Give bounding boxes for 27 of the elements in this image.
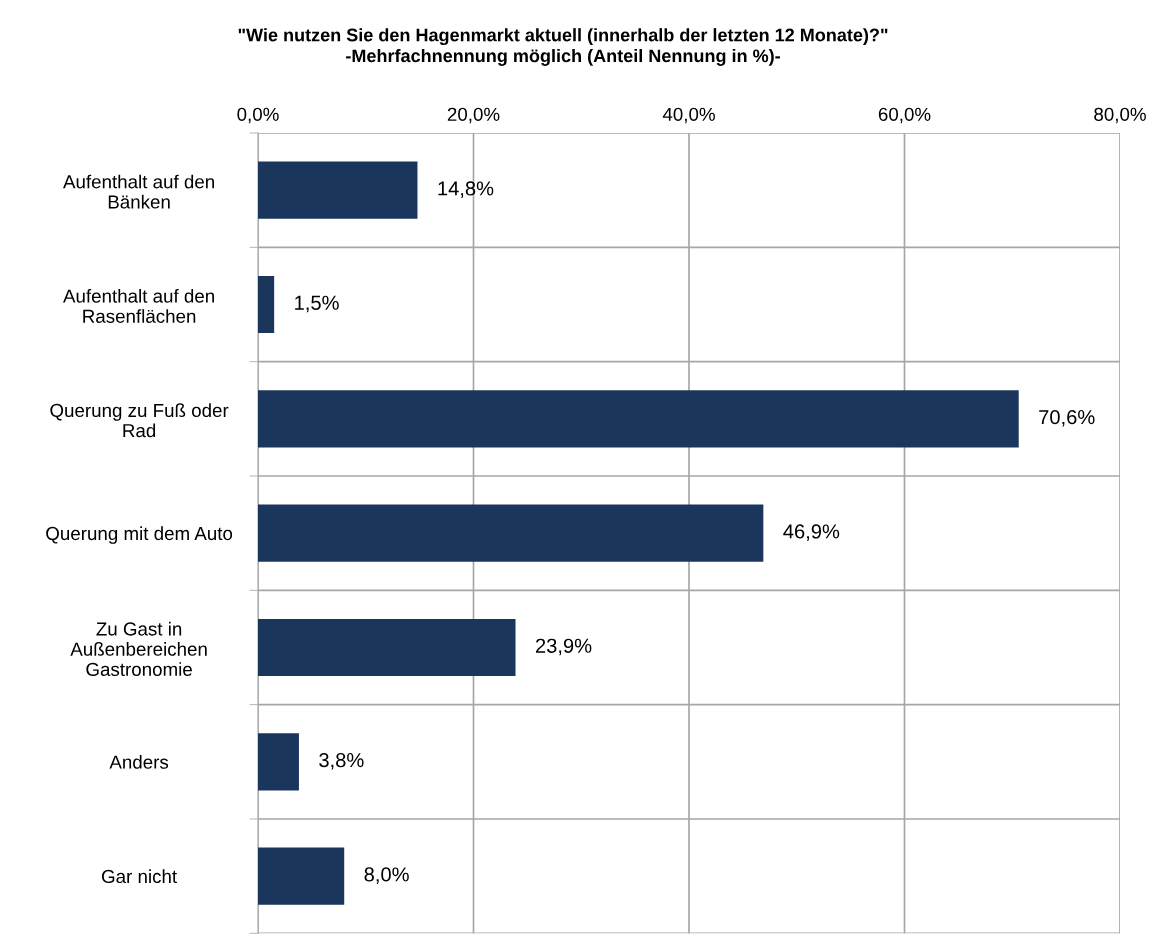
x-tick-label: 40,0% [662,107,715,124]
y-tick-label: Aufenthalt auf den Rasenflächen [63,288,214,323]
bar [258,733,299,791]
data-label: 3,8% [319,752,364,770]
y-tick-label: Anders [109,755,169,769]
x-tick-label: 80,0% [1094,107,1146,124]
bar [258,161,418,219]
bar [258,275,275,334]
x-tick-label: 60,0% [878,107,931,124]
data-label: 8,0% [364,867,409,884]
data-label: 14,8% [438,181,494,198]
bar [258,847,345,905]
data-label: 23,9% [535,638,592,656]
bar [258,390,1019,448]
bar [258,504,764,562]
data-label: 70,6% [1039,409,1095,427]
bar [258,618,516,677]
y-tick-label: Querung mit dem Auto [46,526,233,544]
y-tick-label: Zu Gast in Außenbereichen Gastronomie [70,621,207,677]
y-tick-label: Aufenthalt auf den Bänken [63,174,214,209]
data-label: 1,5% [295,295,339,313]
y-tick-label: Gar nicht [101,869,177,884]
x-tick-label: 20,0% [447,107,500,124]
chart-title: "Wie nutzen Sie den Hagenmarkt aktuell (innerhalb der letzten 12 Monate)?" -Mehrfachnennung möglich (Anteil Nennung in %)- [238,28,888,66]
y-tick-label: Querung zu Fuß oder Rad [50,403,229,438]
x-tick-label: 0,0% [237,107,279,124]
data-label: 46,9% [783,524,840,541]
